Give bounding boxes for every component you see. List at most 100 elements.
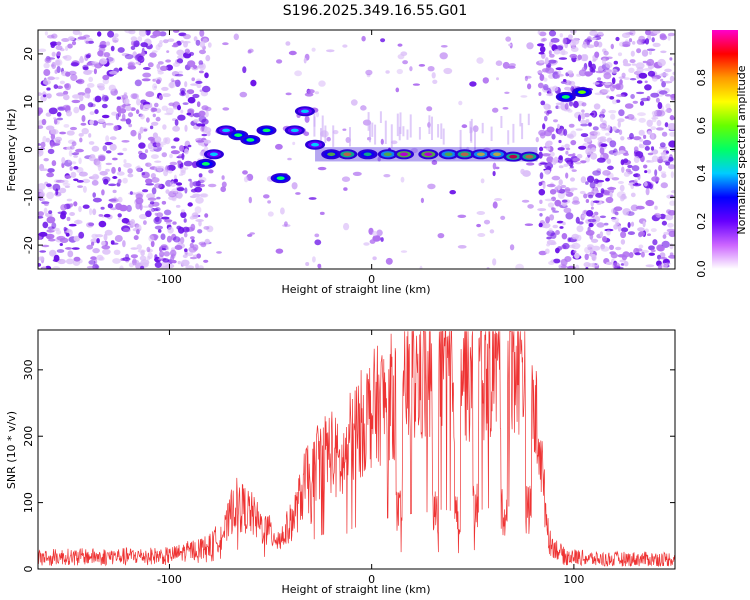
y-tick-label: 0	[22, 566, 35, 573]
noise-speckle	[186, 112, 192, 116]
noise-speckle	[570, 140, 577, 146]
noise-speckle	[157, 70, 164, 75]
track-blob-core	[509, 154, 518, 159]
noise-speckle	[263, 194, 270, 199]
noise-speckle	[667, 123, 675, 131]
noise-speckle	[609, 244, 614, 250]
noise-speckle	[595, 192, 604, 198]
noise-speckle	[635, 205, 645, 210]
noise-speckle	[622, 41, 631, 47]
noise-speckle	[243, 176, 249, 183]
noise-speckle	[129, 191, 133, 195]
noise-speckle	[204, 72, 209, 79]
noise-speckle	[78, 57, 85, 64]
noise-speckle	[639, 143, 642, 148]
noise-speckle	[576, 153, 583, 159]
noise-speckle	[496, 77, 499, 81]
noise-speckle	[380, 138, 384, 145]
noise-speckle	[539, 74, 545, 81]
noise-speckle	[168, 196, 177, 201]
noise-speckle	[548, 50, 552, 55]
noise-speckle	[636, 80, 643, 84]
noise-speckle	[631, 63, 637, 66]
noise-speckle	[617, 121, 621, 128]
noise-speckle	[98, 44, 107, 49]
noise-speckle	[181, 152, 185, 161]
noise-speckle	[52, 183, 61, 192]
noise-speckle	[630, 221, 635, 227]
noise-speckle	[577, 114, 582, 122]
noise-speckle	[117, 196, 123, 203]
noise-speckle	[135, 61, 141, 65]
noise-speckle	[661, 173, 667, 179]
noise-speckle	[78, 171, 88, 177]
y-tick-label: 200	[22, 426, 35, 447]
noise-speckle	[78, 133, 84, 137]
noise-speckle	[208, 169, 214, 174]
noise-speckle	[542, 222, 551, 229]
noise-speckle	[554, 199, 562, 207]
noise-speckle	[520, 95, 528, 98]
noise-speckle	[558, 139, 562, 144]
noise-speckle	[476, 57, 484, 64]
noise-speckle	[108, 84, 117, 92]
noise-speckle	[660, 72, 669, 77]
noise-speckle	[154, 102, 159, 108]
noise-speckle	[67, 250, 74, 258]
noise-speckle	[167, 169, 173, 174]
noise-speckle	[195, 263, 199, 269]
noise-speckle	[651, 37, 655, 43]
noise-speckle	[555, 247, 560, 254]
noise-streak	[500, 116, 503, 128]
noise-speckle	[161, 200, 167, 205]
noise-speckle	[607, 165, 614, 170]
noise-speckle	[664, 109, 672, 113]
noise-streak	[459, 129, 462, 151]
noise-speckle	[538, 181, 542, 186]
noise-speckle	[127, 112, 134, 118]
noise-speckle	[593, 239, 598, 243]
noise-speckle	[365, 69, 373, 76]
noise-speckle	[542, 182, 546, 190]
noise-speckle	[643, 164, 648, 169]
noise-speckle	[47, 76, 56, 81]
noise-speckle	[592, 170, 601, 176]
noise-speckle	[204, 106, 212, 112]
noise-speckle	[647, 130, 652, 135]
noise-speckle	[96, 238, 100, 244]
noise-speckle	[669, 252, 674, 256]
track-blob-core	[444, 152, 453, 157]
noise-speckle	[79, 137, 83, 143]
noise-speckle	[198, 176, 207, 183]
noise-speckle	[102, 74, 110, 81]
noise-speckle	[361, 35, 366, 42]
noise-speckle	[658, 90, 668, 95]
noise-speckle	[176, 187, 185, 192]
noise-speckle	[670, 171, 674, 179]
noise-speckle	[54, 59, 63, 67]
noise-streak	[313, 112, 316, 137]
noise-speckle	[599, 231, 604, 238]
x-tick-label: 100	[563, 273, 584, 286]
noise-speckle	[545, 140, 553, 146]
noise-speckle	[247, 233, 253, 237]
noise-speckle	[137, 249, 146, 253]
noise-speckle	[119, 204, 128, 212]
noise-speckle	[82, 204, 90, 209]
noise-speckle	[86, 265, 96, 269]
y-tick-label: -20	[22, 236, 35, 254]
noise-speckle	[563, 207, 572, 214]
noise-speckle	[659, 252, 666, 259]
noise-speckle	[593, 187, 597, 194]
noise-speckle	[99, 171, 108, 176]
noise-speckle	[50, 133, 56, 140]
noise-speckle	[644, 170, 648, 174]
noise-speckle	[326, 49, 335, 53]
noise-speckle	[68, 150, 73, 157]
noise-speckle	[56, 85, 64, 90]
noise-speckle	[555, 230, 560, 235]
noise-speckle	[632, 100, 638, 104]
noise-speckle	[157, 229, 162, 233]
noise-speckle	[104, 229, 113, 236]
noise-speckle	[147, 197, 157, 201]
